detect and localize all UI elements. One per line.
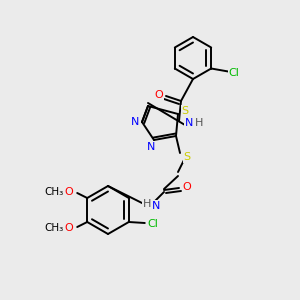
Text: N: N: [147, 142, 155, 152]
Text: CH₃: CH₃: [45, 187, 64, 197]
Text: N: N: [131, 117, 139, 127]
Text: N: N: [185, 118, 193, 128]
Text: Cl: Cl: [229, 68, 240, 77]
Text: H: H: [143, 199, 151, 209]
Text: S: S: [182, 106, 189, 116]
Text: N: N: [152, 201, 160, 211]
Text: Cl: Cl: [147, 219, 158, 229]
Text: O: O: [65, 187, 74, 197]
Text: H: H: [195, 118, 203, 128]
Text: O: O: [154, 90, 164, 100]
Text: S: S: [183, 152, 190, 162]
Text: O: O: [183, 182, 191, 192]
Text: O: O: [65, 223, 74, 233]
Text: CH₃: CH₃: [45, 223, 64, 233]
